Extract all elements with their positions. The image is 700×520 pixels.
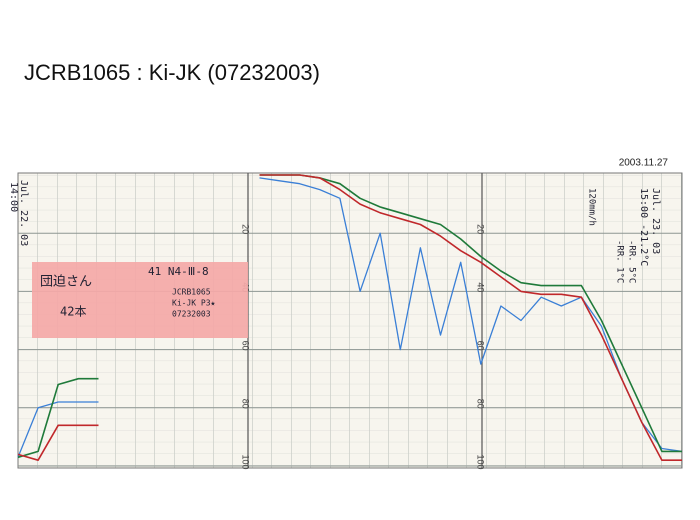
y-tick-label: 60: [476, 341, 486, 351]
data-line: [17, 174, 682, 461]
data-line: [17, 174, 682, 459]
y-tick-label: 80: [476, 399, 486, 409]
chart-title: JCRB1065 : Ki-JK (07232003): [24, 60, 320, 85]
annotation: 41 N4-Ⅲ-8: [148, 265, 209, 278]
annotation: 団迫さん: [40, 275, 92, 290]
annotation: 14:00: [8, 182, 19, 212]
y-tick-label: 60: [241, 341, 251, 351]
y-tick-label: 100: [476, 454, 486, 469]
annotation: 15:00 -21.2°C: [638, 188, 649, 266]
grid: 2020404060608080100100: [18, 224, 682, 470]
data-line: [17, 177, 683, 458]
plot-lines: [17, 174, 683, 461]
annotation: Ki-JK P3★: [172, 299, 216, 308]
sticky-note: [32, 262, 248, 338]
annotation: 07232003: [172, 310, 211, 319]
annotation: -RR. 5°C: [627, 240, 637, 283]
y-tick-label: 20: [241, 224, 251, 234]
annotation: 42本: [60, 305, 86, 319]
annotation: Jul. 22. 03: [18, 180, 29, 246]
annotation: JCRB1065: [172, 288, 211, 297]
annotation: Jul. 23. 03: [650, 188, 661, 254]
y-tick-label: 20: [476, 224, 486, 234]
chart-date: 2003.11.27: [619, 158, 669, 169]
annotation: -RR. 1°C: [615, 240, 625, 283]
y-tick-label: 100: [241, 454, 251, 469]
y-tick-label: 80: [241, 399, 251, 409]
annotation: 120mm/h: [587, 188, 597, 226]
y-tick-label: 40: [476, 282, 486, 292]
